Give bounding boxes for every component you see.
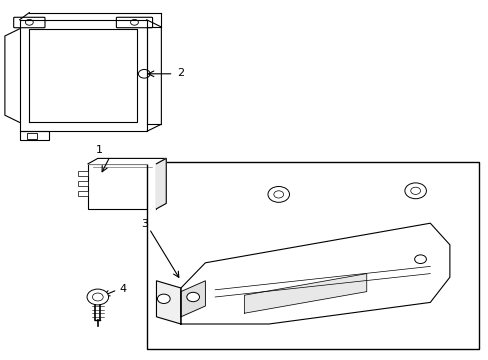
Polygon shape bbox=[88, 158, 166, 164]
Bar bbox=[78, 171, 88, 176]
Circle shape bbox=[414, 255, 426, 264]
Circle shape bbox=[92, 293, 103, 301]
Text: 3: 3 bbox=[141, 219, 147, 229]
Bar bbox=[20, 131, 49, 140]
Circle shape bbox=[404, 183, 426, 199]
Circle shape bbox=[410, 187, 420, 194]
Polygon shape bbox=[156, 281, 181, 324]
Polygon shape bbox=[156, 158, 166, 209]
Circle shape bbox=[273, 191, 283, 198]
Circle shape bbox=[157, 294, 170, 303]
Circle shape bbox=[87, 289, 108, 305]
Bar bbox=[78, 191, 88, 196]
Bar bbox=[27, 133, 37, 139]
Circle shape bbox=[267, 186, 289, 202]
Bar bbox=[78, 181, 88, 186]
Polygon shape bbox=[181, 281, 205, 317]
Polygon shape bbox=[244, 274, 366, 313]
Text: 2: 2 bbox=[177, 68, 184, 78]
Bar bbox=[146, 162, 478, 349]
Bar bbox=[88, 164, 156, 209]
Text: 1: 1 bbox=[95, 145, 102, 155]
Text: 4: 4 bbox=[120, 284, 127, 294]
Polygon shape bbox=[181, 223, 449, 324]
Circle shape bbox=[186, 292, 199, 302]
